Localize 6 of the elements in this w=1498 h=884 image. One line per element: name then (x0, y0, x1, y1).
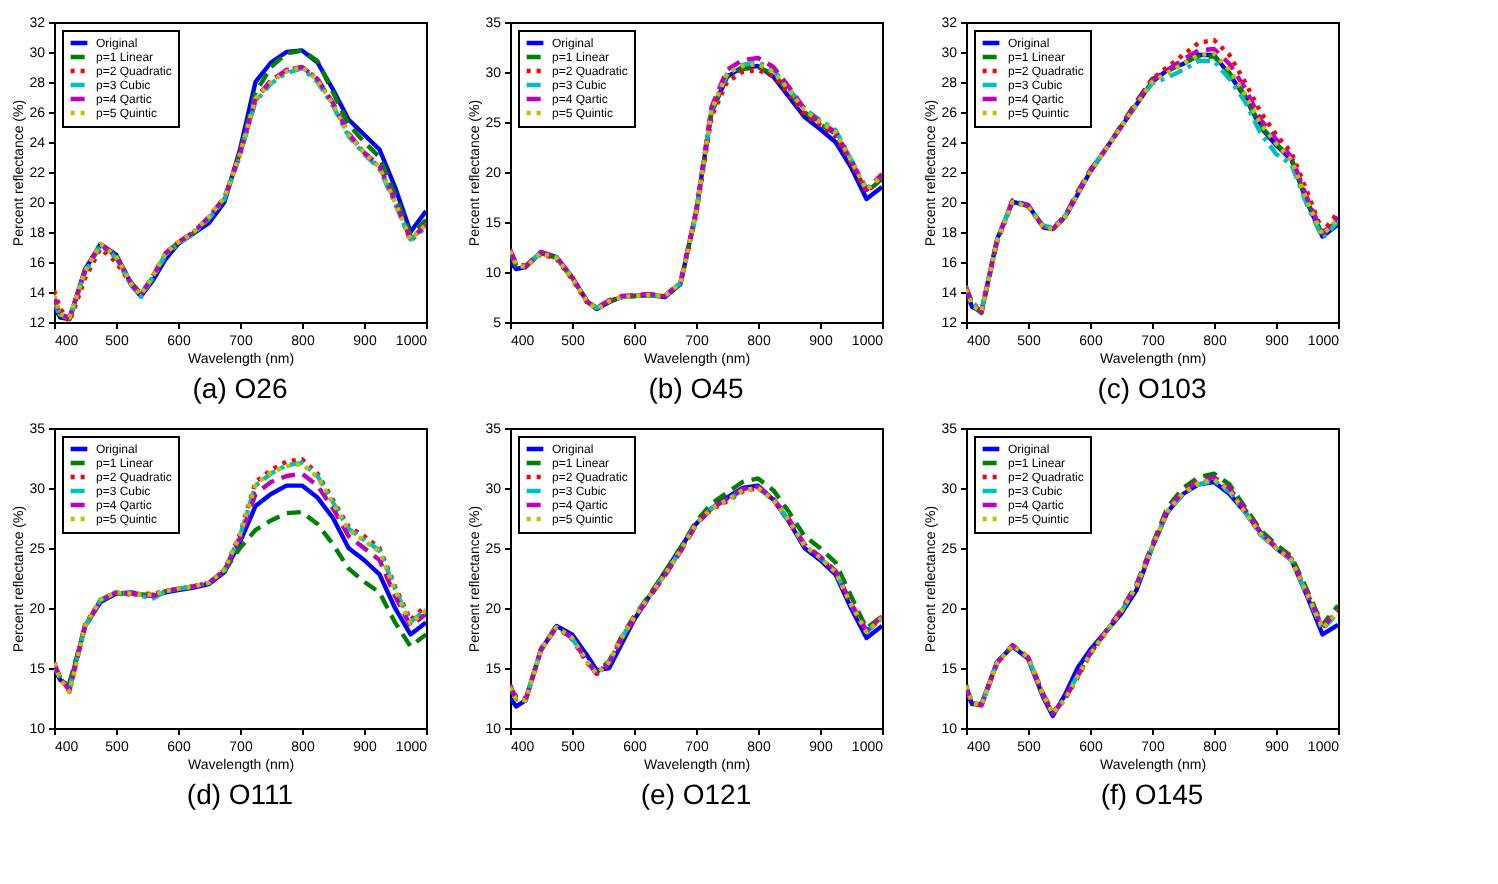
text: (e) O121 (640, 778, 752, 810)
text: (b) O45 (648, 372, 744, 404)
text: (f) O145 (1100, 778, 1204, 810)
text: (c) O103 (1097, 372, 1207, 404)
text: (a) O26 (192, 372, 288, 404)
text: (d) O111 (186, 778, 294, 810)
